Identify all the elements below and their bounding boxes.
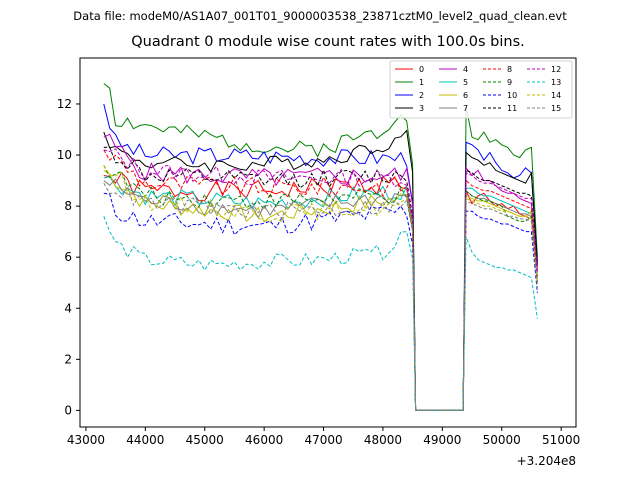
legend-label: 12: [551, 65, 561, 74]
y-tick-label: 6: [64, 250, 72, 264]
x-tick-label: 50000: [483, 433, 521, 447]
plot-lines: [103, 83, 538, 411]
legend-label: 10: [507, 91, 517, 100]
legend-label: 6: [463, 91, 468, 100]
series-line-15: [103, 182, 538, 411]
legend-label: 7: [463, 104, 468, 113]
x-axis: 43000 44000 45000 46000 47000 48000 49000 50000…: [67, 427, 580, 447]
x-tick-label: 49000: [423, 433, 461, 447]
legend-label: 9: [507, 78, 512, 87]
series-line-0: [103, 171, 538, 411]
legend-label: 13: [551, 78, 561, 87]
legend-box: [389, 60, 573, 119]
series-line-9: [103, 165, 538, 411]
legend-label: 15: [551, 104, 561, 113]
x-tick-label: 45000: [186, 433, 224, 447]
x-tick-label: 46000: [245, 433, 283, 447]
y-tick-label: 12: [57, 97, 72, 111]
axes-frame: [79, 57, 577, 428]
y-tick-label: 0: [64, 403, 72, 417]
x-offset-label: +3.204e8: [517, 454, 576, 468]
chart-title: Quadrant 0 module wise count rates with …: [131, 34, 525, 50]
legend-label: 3: [419, 104, 424, 113]
figure-suptitle: Data file: modeM0/AS1A07_001T01_90000035…: [73, 9, 567, 23]
legend-label: 4: [463, 65, 468, 74]
x-tick-label: 51000: [542, 433, 580, 447]
series-line-1: [103, 83, 538, 411]
series-line-8: [103, 149, 538, 411]
x-tick-label: 48000: [364, 433, 402, 447]
y-tick-label: 10: [57, 148, 72, 162]
x-tick-label: 43000: [67, 433, 105, 447]
y-axis: 0 2 4 6 8 10 12: [57, 97, 80, 417]
y-tick-label: 2: [64, 352, 72, 366]
legend-label: 2: [419, 91, 424, 100]
x-tick-label: 44000: [126, 433, 164, 447]
series-line-13: [103, 216, 538, 411]
series-line-7: [103, 178, 538, 411]
legend-label: 8: [507, 65, 512, 74]
legend-label: 5: [463, 78, 468, 87]
series-line-6: [103, 169, 538, 411]
legend-label: 11: [507, 104, 517, 113]
y-tick-label: 8: [64, 199, 72, 213]
x-tick-label: 47000: [304, 433, 342, 447]
legend-label: 14: [551, 91, 561, 100]
legend-label: 0: [419, 65, 424, 74]
y-tick-label: 4: [64, 301, 72, 315]
series-line-3: [103, 129, 538, 411]
legend-label: 1: [419, 78, 424, 87]
series-line-12: [103, 148, 538, 411]
series-line-10: [103, 192, 538, 411]
